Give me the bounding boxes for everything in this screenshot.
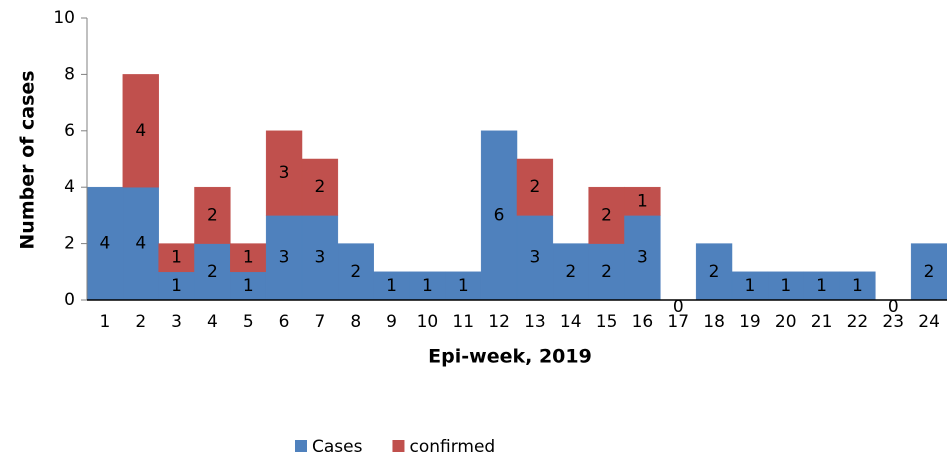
legend-label: confirmed (409, 437, 495, 457)
x-tick-label: 8 (350, 312, 361, 332)
bar-segment (86, 186, 124, 301)
data-label: 3 (315, 248, 326, 268)
bar-segment (337, 243, 374, 301)
x-tick-label: 17 (667, 312, 689, 332)
data-label: 4 (135, 234, 146, 254)
bar-segment (122, 186, 159, 301)
bar-segment (194, 186, 231, 244)
data-label: 1 (816, 276, 827, 296)
data-label: 1 (243, 276, 254, 296)
data-label: 2 (207, 262, 218, 282)
data-label: 3 (637, 248, 648, 268)
bar-segment (230, 271, 267, 301)
legend-swatch (392, 440, 405, 452)
data-label: 2 (709, 262, 720, 282)
bar-segment (516, 215, 554, 301)
x-tick-label: 6 (279, 312, 290, 332)
data-label: 1 (171, 276, 182, 296)
bar-segment (731, 271, 769, 301)
bar-segment (767, 271, 804, 301)
x-tick-label: 20 (775, 312, 797, 332)
bar-segment (409, 271, 446, 301)
data-label: 2 (350, 262, 361, 282)
data-label: 2 (530, 177, 541, 197)
data-label: 0 (673, 297, 684, 317)
bar-segment (516, 158, 554, 216)
bar-segment (301, 158, 339, 216)
bar-segment (552, 243, 589, 301)
bar-segment (480, 130, 518, 301)
data-label: 4 (100, 234, 111, 254)
x-tick-label: 9 (386, 312, 397, 332)
x-tick-label: 3 (171, 312, 182, 332)
bar-segment (158, 243, 195, 273)
x-tick-label: 19 (739, 312, 761, 332)
x-tick-label: 2 (135, 312, 146, 332)
x-tick-label: 15 (596, 312, 618, 332)
y-tick-label: 8 (64, 64, 75, 84)
bar-segment (301, 215, 339, 301)
bar-segment (839, 271, 876, 301)
x-tick-label: 11 (452, 312, 474, 332)
bar-segment (194, 243, 231, 301)
x-tick-label: 16 (632, 312, 654, 332)
data-label: 1 (745, 276, 756, 296)
data-label: 4 (135, 121, 146, 141)
data-label: 0 (888, 297, 899, 317)
data-label: 2 (601, 262, 612, 282)
y-axis-title: Number of cases (17, 70, 39, 249)
bar-segment (910, 243, 947, 301)
x-tick-label: 18 (703, 312, 725, 332)
x-tick-label: 4 (207, 312, 218, 332)
data-label: 2 (601, 205, 612, 225)
x-tick-label: 1 (100, 312, 111, 332)
data-label: 1 (780, 276, 791, 296)
x-tick-label: 5 (243, 312, 254, 332)
y-tick-label: 4 (64, 177, 75, 197)
data-label: 1 (171, 248, 182, 268)
data-label: 2 (207, 205, 218, 225)
bar-segment (588, 186, 625, 244)
bar-segment (445, 271, 482, 301)
bar-segment (695, 243, 733, 301)
data-label: 3 (279, 248, 290, 268)
data-label: 1 (458, 276, 469, 296)
data-label: 1 (637, 191, 648, 211)
x-tick-label: 22 (847, 312, 869, 332)
x-axis-title: Epi-week, 2019 (428, 346, 592, 368)
data-label: 2 (565, 262, 576, 282)
bar-segment (624, 215, 661, 301)
bar-segment (265, 215, 303, 301)
data-label: 1 (422, 276, 433, 296)
x-tick-label: 21 (811, 312, 833, 332)
x-tick-label: 13 (524, 312, 546, 332)
y-tick-label: 10 (53, 8, 75, 28)
x-tick-label: 10 (417, 312, 439, 332)
bar-segment (230, 243, 267, 273)
data-label: 1 (386, 276, 397, 296)
bar-segment (803, 271, 840, 301)
bar-segment (158, 271, 195, 301)
x-tick-label: 23 (882, 312, 904, 332)
y-tick-label: 2 (64, 234, 75, 254)
x-tick-label: 14 (560, 312, 582, 332)
data-label: 6 (494, 205, 505, 225)
data-label: 2 (315, 177, 326, 197)
data-label: 3 (279, 163, 290, 183)
bar-segment (122, 74, 159, 188)
legend-swatch (295, 440, 307, 452)
x-tick-label: 12 (488, 312, 510, 332)
data-label: 1 (243, 248, 254, 268)
x-tick-label: 7 (315, 312, 326, 332)
data-label: 3 (530, 248, 541, 268)
legend-label: Cases (312, 437, 363, 457)
bar-segment (624, 186, 661, 216)
y-tick-label: 6 (64, 121, 75, 141)
data-label: 2 (924, 262, 935, 282)
y-tick-label: 0 (64, 290, 75, 310)
data-label: 1 (852, 276, 863, 296)
x-tick-label: 24 (918, 312, 940, 332)
